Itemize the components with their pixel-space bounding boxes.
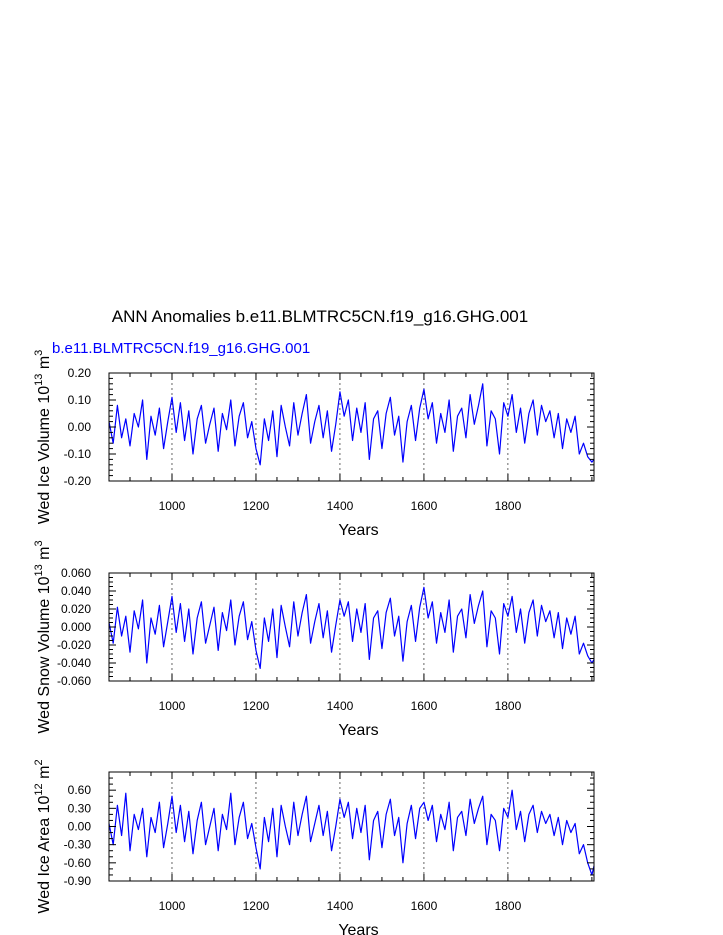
y-tick-label: 0.10 [68, 393, 92, 407]
x-tick-label: 1000 [159, 499, 186, 513]
y-tick-label: -0.060 [57, 674, 91, 688]
y-tick-label: -0.10 [64, 447, 92, 461]
y-tick-label: -0.90 [64, 874, 92, 888]
x-axis-label: Years [338, 722, 378, 739]
x-tick-label: 1000 [159, 699, 186, 713]
y-axis-label: Wed Ice Volume 1013 m3 [33, 350, 53, 525]
x-tick-label: 1800 [495, 499, 522, 513]
x-tick-label: 1400 [327, 899, 354, 913]
y-axis-label: Wed Snow Volume 1013 m3 [33, 540, 53, 733]
panel-ice-area: 1000 1200 1400 1600 1800 -0.90 -0.60 -0.30 0.00 0… [33, 759, 595, 935]
y-tick-label: 0.00 [68, 420, 92, 434]
x-tick-label: 1800 [495, 899, 522, 913]
x-tick-label: 1200 [243, 499, 270, 513]
y-axis-label: Wed Ice Area 1012 m2 [33, 759, 53, 913]
x-axis-label: Years [338, 522, 378, 539]
y-tick-label: -0.040 [57, 656, 91, 670]
series-line [108, 789, 595, 876]
x-tick-label: 1800 [495, 699, 522, 713]
series-line [108, 586, 595, 670]
y-tick-label: 0.020 [61, 602, 91, 616]
y-tick-label: 0.040 [61, 584, 91, 598]
y-tick-label: 0.000 [61, 620, 91, 634]
y-tick-label: -0.020 [57, 638, 91, 652]
figure-subtitle: b.e11.BLMTRC5CN.f19_g16.GHG.001 [52, 340, 310, 357]
y-tick-label: 0.20 [68, 366, 92, 380]
x-tick-label: 1600 [411, 699, 438, 713]
series-line [108, 383, 595, 466]
y-tick-label: -0.30 [64, 838, 92, 852]
panel-ice-volume: 1000 1200 1400 1600 1800 -0.20 -0.10 0.00 0.10 0.… [33, 350, 595, 539]
x-tick-label: 1200 [243, 899, 270, 913]
y-tick-label: -0.60 [64, 856, 92, 870]
x-tick-label: 1400 [327, 699, 354, 713]
x-tick-label: 1600 [411, 899, 438, 913]
y-tick-label: 0.60 [68, 783, 92, 797]
figure-title: ANN Anomalies b.e11.BLMTRC5CN.f19_g16.GH… [112, 307, 528, 326]
x-tick-label: 1000 [159, 899, 186, 913]
y-tick-label: 0.30 [68, 801, 92, 815]
y-tick-label: -0.20 [64, 474, 92, 488]
y-tick-label: 0.00 [68, 820, 92, 834]
x-tick-label: 1200 [243, 699, 270, 713]
y-tick-label: 0.060 [61, 566, 91, 580]
x-tick-label: 1600 [411, 499, 438, 513]
x-axis-label: Years [338, 922, 378, 935]
x-tick-label: 1400 [327, 499, 354, 513]
panel-snow-volume: 1000 1200 1400 1600 1800 -0.060 -0.040 -0.020 0.… [33, 540, 595, 739]
